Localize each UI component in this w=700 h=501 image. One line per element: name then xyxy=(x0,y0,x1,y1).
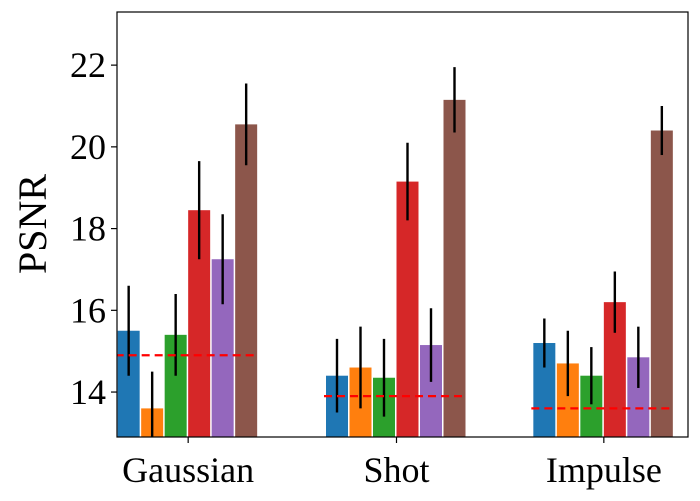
bar-impulse-series-4 xyxy=(603,302,626,437)
y-tick-label-16: 16 xyxy=(70,290,106,330)
x-tick-label-gaussian: Gaussian xyxy=(122,450,254,490)
bar-gaussian-series-1 xyxy=(117,330,140,437)
bar-impulse-series-5 xyxy=(627,357,650,437)
x-tick-label-impulse: Impulse xyxy=(546,450,662,490)
plot-area xyxy=(117,67,675,437)
x-tick-label-shot: Shot xyxy=(363,450,429,490)
y-tick-label-14: 14 xyxy=(70,372,106,412)
y-axis-title: PSNR xyxy=(10,174,55,274)
bar-gaussian-series-6 xyxy=(235,124,258,437)
y-tick-label-22: 22 xyxy=(70,45,106,85)
y-tick-label-20: 20 xyxy=(70,127,106,167)
bar-shot-series-5 xyxy=(420,345,442,437)
labels: PSNR Gaussian Shot Impulse 14 16 18 20 22 xyxy=(10,45,662,490)
bar-impulse-series-1 xyxy=(533,343,556,437)
bar-shot-series-4 xyxy=(396,181,419,437)
axes-frame xyxy=(116,11,689,438)
bar-impulse-series-2 xyxy=(556,363,579,437)
bar-gaussian-series-3 xyxy=(164,334,187,437)
bar-shot-series-6 xyxy=(443,99,466,437)
bar-gaussian-series-5 xyxy=(211,259,234,437)
bar-gaussian-series-4 xyxy=(188,210,211,437)
axes xyxy=(111,11,689,443)
bar-impulse-series-6 xyxy=(650,130,673,437)
bar-impulse-series-3 xyxy=(580,375,603,437)
y-tick-label-18: 18 xyxy=(70,209,106,249)
